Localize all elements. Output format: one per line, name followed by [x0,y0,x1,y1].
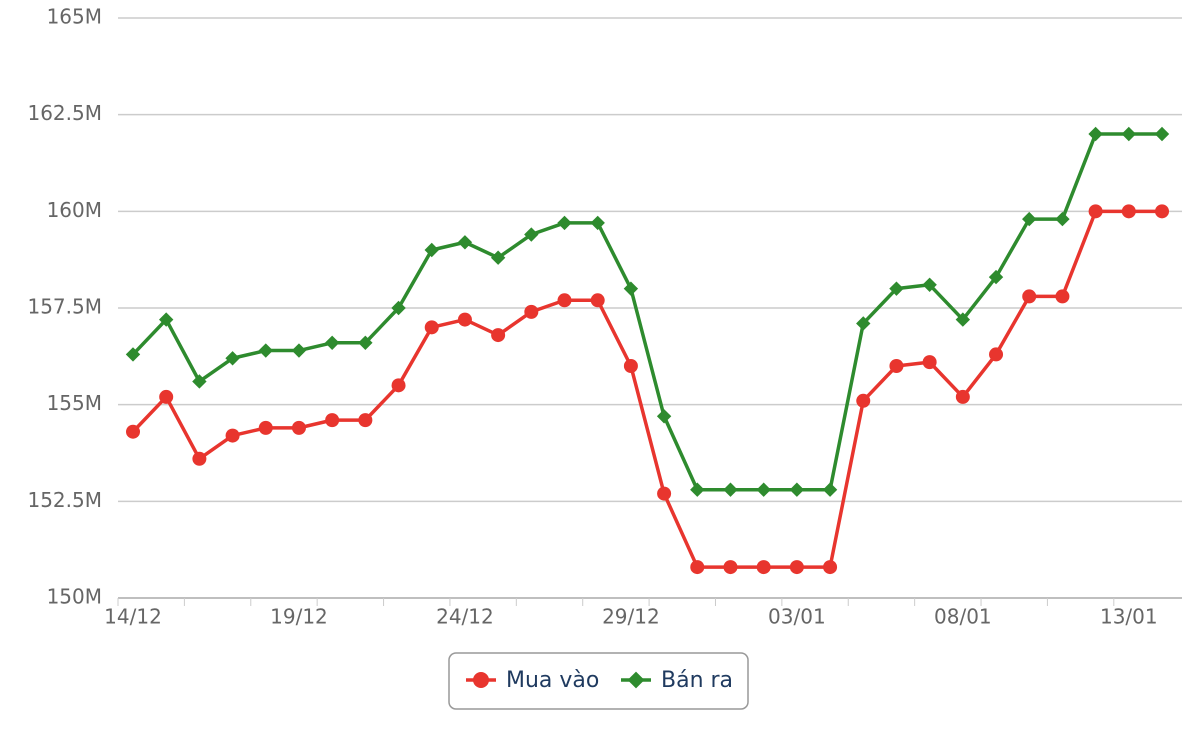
y-tick-label: 165M [47,5,102,29]
point [325,413,340,428]
point [856,316,871,331]
y-tick-label: 157.5M [27,295,102,319]
point [1088,126,1103,142]
point [989,347,1004,362]
point [391,300,406,316]
point [490,250,506,265]
point [557,215,572,231]
point [473,672,489,688]
point [158,312,174,327]
point [789,560,804,575]
x-tick-label: 24/12 [436,605,494,629]
x-tick-label: 03/01 [768,605,826,629]
point [922,277,937,292]
point [258,343,273,358]
point [656,409,672,424]
point [988,269,1004,285]
point [524,304,539,319]
y-tick-label: 155M [47,391,102,415]
point [889,281,904,296]
point [1121,126,1137,142]
point [922,355,937,370]
point [324,335,340,350]
point [955,312,971,327]
point [590,293,605,308]
point [889,359,904,373]
point [125,347,141,362]
point [557,293,572,308]
point [955,389,970,404]
point [822,482,838,497]
point [291,343,307,358]
y-tick-label: 152.5M [27,488,102,512]
legend-label: Mua vào [506,668,599,693]
point [723,482,738,497]
point [590,215,605,231]
point [391,378,406,393]
point [159,389,174,404]
point [1155,204,1169,219]
point [756,482,771,497]
y-tick-label: 150M [47,585,102,609]
point [126,424,140,439]
point [524,227,539,242]
point [789,482,805,497]
point [1022,211,1037,227]
point [225,351,240,366]
point [1121,204,1136,219]
point [1154,126,1170,142]
x-tick-label: 14/12 [104,605,162,629]
point [424,242,439,258]
point [291,420,306,435]
point [627,671,645,689]
plot [125,126,1170,575]
point [823,560,838,575]
grid: 150M 152.5M 155M 157.5M 160M 162.5M 165M 14/12 1… [27,5,1182,629]
y-tick-label: 160M [47,198,102,222]
x-tick-label: 13/01 [1100,605,1158,629]
point [623,281,639,296]
y-tick-label: 162.5M [27,101,102,125]
point [424,320,439,335]
point [1055,211,1070,227]
point [690,482,705,497]
point [457,312,472,327]
point [491,328,506,343]
point [623,359,638,373]
point [690,560,705,575]
point [192,451,207,466]
point [756,560,771,575]
point [358,335,373,350]
legend-label: Bán ra [661,668,733,693]
line [131,209,1162,569]
point [258,420,273,435]
point [657,486,672,501]
point [225,428,240,443]
point [856,393,871,408]
x-tick-label: 19/12 [270,605,328,629]
point [358,413,373,428]
legend: Mua vào Bán ra [466,668,733,693]
x-tick-label: 29/12 [602,605,660,629]
point [723,560,738,575]
point [192,374,207,389]
point [1088,204,1103,219]
point [1022,289,1037,304]
legend-box [448,652,749,710]
point [457,235,473,250]
point [1055,289,1070,304]
x-tick-label: 08/01 [934,605,992,629]
